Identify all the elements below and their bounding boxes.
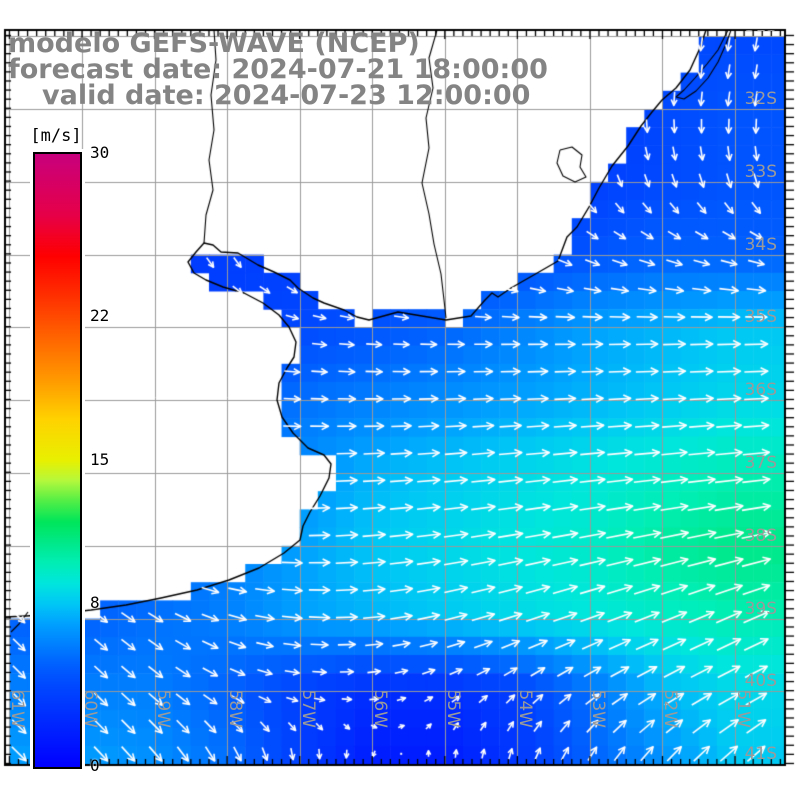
lat-label-35S: 35S: [744, 307, 777, 328]
lon-label-55W: 55W: [442, 689, 463, 728]
lon-label-57W: 57W: [297, 689, 318, 728]
lat-label-32S: 32S: [744, 89, 777, 109]
lat-label-39S: 39S: [744, 598, 777, 619]
lat-label-40S: 40S: [744, 671, 777, 692]
forecast-date: forecast date: 2024-07-21 18:00:00: [8, 54, 548, 85]
valid-date: valid date: 2024-07-23 12:00:00: [42, 80, 531, 111]
colorbar-tick-0: 0: [90, 756, 100, 775]
lat-label-34S: 34S: [744, 234, 777, 255]
colorbar-tick-22: 22: [90, 306, 110, 326]
wind-speed-colorbar: [33, 152, 82, 769]
lon-label-56W: 56W: [370, 689, 391, 728]
colorbar-tick-30: 30: [90, 143, 110, 162]
colorbar-unit-label: [m/s]: [30, 126, 82, 146]
lon-label-59W: 59W: [152, 689, 173, 728]
model-title: modelo GEFS-WAVE (NCEP): [8, 28, 420, 59]
lat-label-41S: 41S: [744, 744, 777, 765]
lon-label-54W: 54W: [515, 689, 536, 728]
axis-label-layer: 31S 32S 33S 34S 35S 36S 37S 38S 39S 40S 41S 61W 60W 5…: [5, 30, 785, 765]
lon-label-51W: 51W: [733, 689, 754, 728]
lon-label-60W: 60W: [80, 689, 100, 728]
lon-label-61W: 61W: [7, 689, 28, 728]
lon-label-58W: 58W: [225, 689, 246, 728]
lon-label-53W: 53W: [587, 689, 608, 728]
colorbar-tick-15: 15: [90, 449, 110, 469]
lat-label-38S: 38S: [744, 525, 777, 546]
lat-label-33S: 33S: [744, 161, 777, 182]
lon-label-52W: 52W: [660, 689, 681, 728]
lat-label-37S: 37S: [744, 453, 777, 473]
lat-label-31S: 31S: [727, 30, 777, 36]
colorbar-tick-8: 8: [90, 592, 100, 612]
lat-label-36S: 36S: [744, 380, 777, 401]
